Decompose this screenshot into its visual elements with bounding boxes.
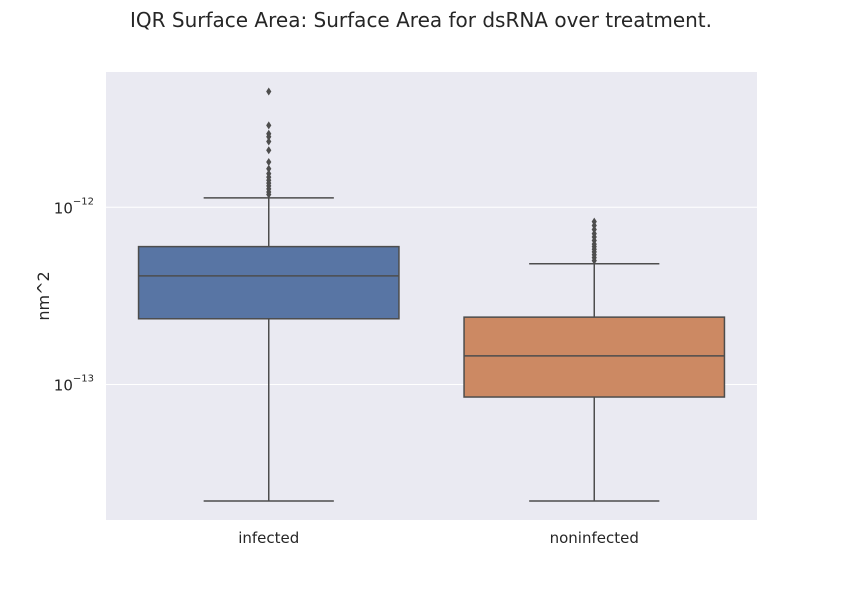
outlier-point [591, 225, 597, 234]
outlier-point [266, 132, 272, 141]
y-axis-label: nm^2 [34, 271, 53, 320]
box-noninfected [463, 217, 726, 502]
outlier-point [591, 256, 597, 265]
outlier-point [266, 158, 272, 167]
x-tick-label: noninfected [550, 529, 639, 547]
outlier-point [266, 146, 272, 155]
y-tick-label: 10−12 [54, 196, 94, 217]
outlier-point [266, 164, 272, 173]
boxes [137, 87, 726, 502]
box-iqr [463, 316, 726, 398]
outlier-point [266, 121, 272, 130]
outlier-point [266, 137, 272, 146]
chart-title: IQR Surface Area: Surface Area for dsRNA… [129, 8, 712, 32]
x-tick-label: infected [238, 529, 299, 547]
outlier-point [266, 190, 272, 199]
box-infected [137, 87, 400, 502]
outlier-point [266, 87, 272, 96]
x-tick-labels: infected noninfected [238, 529, 639, 547]
y-tick-label: 10−13 [54, 374, 94, 395]
box-iqr [137, 245, 400, 320]
y-tick-labels: 10−12 10−13 [54, 196, 94, 394]
